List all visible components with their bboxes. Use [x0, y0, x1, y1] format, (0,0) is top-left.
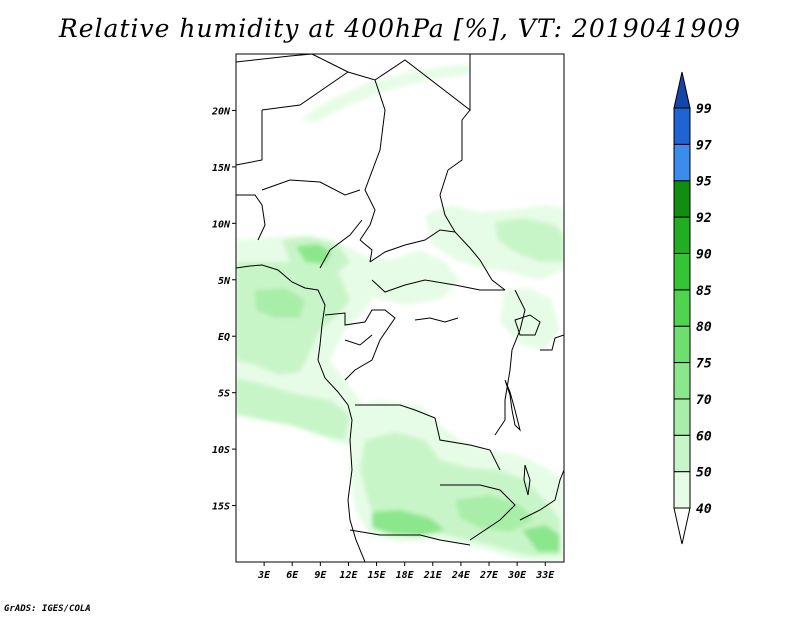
colorbar-segment [673, 398, 691, 436]
border-algeria-niger [261, 71, 349, 111]
colorbar-lower-triangle [673, 507, 691, 545]
lat-tick-label: 15S [212, 502, 230, 513]
colorbar-label: 50 [696, 466, 712, 481]
colorbar-label: 92 [696, 211, 712, 226]
colorbar-label: 99 [696, 102, 712, 117]
lon-tick-label: 3E [257, 570, 271, 581]
lon-tick-label: 12E [339, 570, 358, 581]
border-car-south [371, 279, 505, 293]
colorbar-segment [673, 180, 691, 218]
border-mali-niger [236, 110, 263, 166]
border-drc-east [494, 289, 526, 436]
humidity-area-central [330, 250, 460, 305]
humidity-area-angola [236, 378, 350, 440]
border-east-africa [540, 334, 564, 351]
country-borders [236, 54, 564, 562]
humidity-area-gulf [236, 262, 350, 375]
lat-tick-label: 5N [218, 276, 231, 287]
humidity-area-congo-coast [255, 288, 305, 318]
lake-tanganyika [504, 379, 521, 432]
colorbar-label: 85 [696, 284, 712, 299]
border-nigeria-cameroon [319, 219, 363, 269]
river-congo [414, 317, 459, 323]
lon-tick-label: 30E [507, 570, 527, 581]
lat-tick-label: 20N [211, 106, 231, 117]
colorbar-label: 97 [696, 138, 712, 153]
colorbar-label: 95 [696, 175, 712, 190]
colorbar-upper-triangle [673, 71, 691, 109]
border-car [369, 229, 456, 263]
colorbar-label: 75 [696, 357, 712, 372]
longitude-axis: 3E 6E 9E 12E 15E 18E 21E 24E 27E 30E 33E [257, 562, 555, 581]
colorbar-segment [673, 143, 691, 182]
latitude-axis: 20N 15N 10N 5N EQ 5S 10S 15S [211, 106, 236, 513]
border-gabon-interior [344, 334, 373, 346]
border-congo-gabon [324, 309, 396, 381]
border-chad-car [359, 239, 373, 263]
border-west [236, 194, 266, 241]
lat-tick-label: 10N [212, 219, 231, 230]
lat-tick-label: 5S [218, 389, 230, 400]
humidity-area-nigeria-core [296, 244, 332, 264]
humidity-shading [236, 64, 564, 562]
colorbar-segment [673, 362, 691, 400]
lon-tick-label: 9E [314, 570, 327, 581]
border-angola-south [349, 529, 471, 546]
colorbar-segment [673, 289, 691, 327]
colorbar-segment [673, 434, 691, 473]
lake-malawi [523, 464, 531, 496]
lon-tick-label: 15E [368, 570, 387, 581]
colorbar-label: 90 [696, 247, 712, 262]
lat-tick-label: 10S [212, 445, 230, 456]
border-chad-sudan [439, 109, 506, 291]
colorbar-label: 80 [696, 320, 712, 335]
humidity-area-east-lakes [500, 288, 560, 350]
humidity-area-southafrica-core [376, 518, 404, 530]
lon-tick-label: 27E [479, 570, 499, 581]
colorbar-segment [673, 107, 691, 145]
lon-tick-label: 21E [423, 570, 443, 581]
humidity-area-sahara-streak [300, 64, 470, 122]
lon-tick-label: 18E [396, 570, 415, 581]
colorbar-segment [673, 216, 691, 254]
coastline-west-africa [236, 264, 366, 562]
map-title: Relative humidity at 400hPa [%], VT: 201… [58, 14, 742, 43]
colorbar-label: 40 [696, 502, 712, 517]
lon-tick-label: 33E [535, 570, 555, 581]
colorbar-label: 60 [696, 429, 712, 444]
lon-tick-label: 24E [451, 570, 471, 581]
lat-tick-label: 15N [212, 163, 231, 174]
humidity-area-southeast-core [455, 495, 535, 532]
humidity-area-east-core [522, 525, 560, 552]
grads-credit: GrADS: IGES/COLA [4, 604, 91, 614]
colorbar-segment [673, 252, 691, 291]
lake-victoria [514, 314, 541, 336]
border-sahara-north [236, 54, 471, 112]
lat-tick-label: EQ [218, 332, 230, 343]
colorbar-label: 70 [696, 393, 712, 408]
colorbar-segment [673, 471, 691, 509]
border-drc-angola [355, 404, 501, 471]
humidity-area-sudan [495, 218, 564, 262]
map-frame [235, 53, 565, 563]
colorbar: 40 50 60 70 75 80 85 90 92 95 97 99 [673, 71, 712, 545]
lon-tick-label: 6E [286, 570, 299, 581]
border-nigeria-north [261, 179, 361, 196]
border-mozambique [519, 469, 564, 521]
colorbar-segment [673, 325, 691, 364]
border-niger-chad [359, 79, 386, 241]
border-zambia [440, 484, 516, 541]
